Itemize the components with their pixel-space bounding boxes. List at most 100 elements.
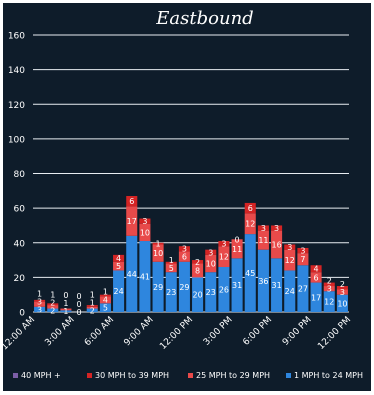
bar-segment xyxy=(231,239,243,259)
data-label: 3 xyxy=(300,247,305,256)
data-label: 17 xyxy=(127,217,137,226)
data-label: 12 xyxy=(245,220,255,229)
bar-segment xyxy=(257,225,269,231)
data-label: 44 xyxy=(127,270,137,279)
bar-segment xyxy=(113,261,125,271)
bar-segment xyxy=(113,254,125,262)
data-label: 8 xyxy=(195,266,200,275)
y-tick-label: 160 xyxy=(8,32,25,42)
data-label: 0 xyxy=(63,291,68,300)
data-label: 31 xyxy=(232,281,242,290)
bar-segment xyxy=(152,242,164,245)
bar-segment xyxy=(126,196,138,207)
data-label: 3 xyxy=(340,288,345,297)
data-label: 1 xyxy=(37,289,42,298)
bar-segment xyxy=(297,265,309,312)
bar-segment xyxy=(178,251,190,262)
bar-segment xyxy=(231,258,243,312)
data-label: 3 xyxy=(261,224,266,233)
data-label: 1 xyxy=(169,256,174,265)
data-label: 16 xyxy=(271,240,281,249)
bar-segment xyxy=(257,230,269,250)
data-label: 29 xyxy=(153,283,163,292)
x-tick-label: 9:00 PM xyxy=(281,315,314,348)
data-label: 1 xyxy=(63,299,68,308)
data-label: 10 xyxy=(337,299,347,308)
data-label: 0 xyxy=(77,308,82,317)
data-label: 31 xyxy=(271,281,281,290)
chart-title: Eastbound xyxy=(155,8,253,29)
bar-segment xyxy=(113,270,125,312)
bar-segment xyxy=(60,310,72,312)
data-label: 12 xyxy=(285,256,295,265)
bar-segment xyxy=(178,246,190,252)
bar-segment xyxy=(297,253,309,266)
bar-segment xyxy=(34,299,46,302)
bar-segment xyxy=(323,282,335,287)
bar-segment xyxy=(284,249,296,271)
data-label: 3 xyxy=(208,248,213,257)
data-label: 26 xyxy=(219,285,229,294)
y-tick-label: 60 xyxy=(14,205,26,215)
data-label: 17 xyxy=(311,293,321,302)
y-axis: 0 20 40 60 80 100 120 140 160 xyxy=(8,32,25,319)
data-label: 1 xyxy=(90,298,95,307)
data-label: 3 xyxy=(274,224,279,233)
data-label: 2 xyxy=(340,280,345,289)
data-label: 6 xyxy=(248,204,253,213)
data-label: 10 xyxy=(206,260,216,269)
y-tick-label: 120 xyxy=(8,101,25,111)
data-label: 29 xyxy=(179,283,189,292)
y-tick-label: 20 xyxy=(14,274,26,284)
bar-segment xyxy=(34,306,46,312)
x-tick-label: 6:00 PM xyxy=(241,315,274,348)
data-label: 0 xyxy=(235,235,240,244)
bar-segment xyxy=(152,244,164,262)
legend: 40 MPH + 30 MPH to 39 MPH 25 MPH to 29 MPH… xyxy=(13,371,363,380)
data-label: 5 xyxy=(169,264,174,273)
bar-segment xyxy=(310,272,322,283)
data-label: 3 xyxy=(142,217,147,226)
bar-segment xyxy=(47,305,59,309)
y-tick-label: 100 xyxy=(8,135,25,145)
legend-label: 30 MPH to 39 MPH xyxy=(95,371,169,380)
data-label: 3 xyxy=(37,305,42,314)
data-label: 41 xyxy=(140,273,150,282)
data-label: 2 xyxy=(327,277,332,286)
data-label: 4 xyxy=(116,254,121,263)
data-label: 11 xyxy=(232,245,242,254)
data-label: 10 xyxy=(153,249,163,258)
data-label: 3 xyxy=(221,240,226,249)
x-tick-label: 6:00 AM xyxy=(83,315,116,348)
bar-segment xyxy=(205,254,217,273)
data-label: 5 xyxy=(103,304,108,313)
bar-segment xyxy=(86,306,98,309)
legend-swatch xyxy=(13,373,18,378)
data-label: 0 xyxy=(77,292,82,301)
data-label: 3 xyxy=(327,285,332,294)
data-label: 7 xyxy=(300,255,305,264)
data-label: 0 xyxy=(77,300,82,309)
bar-segment xyxy=(310,282,322,312)
legend-label: 1 MPH to 24 MPH xyxy=(294,371,363,380)
bar-segment xyxy=(192,260,204,264)
data-label: 10 xyxy=(140,228,150,237)
bar-segment xyxy=(205,249,217,255)
bar-segment xyxy=(323,291,335,312)
legend-swatch xyxy=(286,373,291,378)
data-label: 1 xyxy=(90,290,95,299)
data-label: 1 xyxy=(63,307,68,316)
bar-segment xyxy=(99,294,111,297)
data-label: 20 xyxy=(192,291,202,300)
bar-segment xyxy=(126,206,138,236)
bar-segment xyxy=(284,270,296,312)
bar-segment xyxy=(139,218,151,224)
bar-segment xyxy=(257,249,269,312)
data-label: 6 xyxy=(182,253,187,262)
data-label: 1 xyxy=(103,288,108,297)
data-label: 36 xyxy=(258,277,268,286)
bar-segment xyxy=(218,241,230,247)
data-label: 4 xyxy=(103,296,108,305)
